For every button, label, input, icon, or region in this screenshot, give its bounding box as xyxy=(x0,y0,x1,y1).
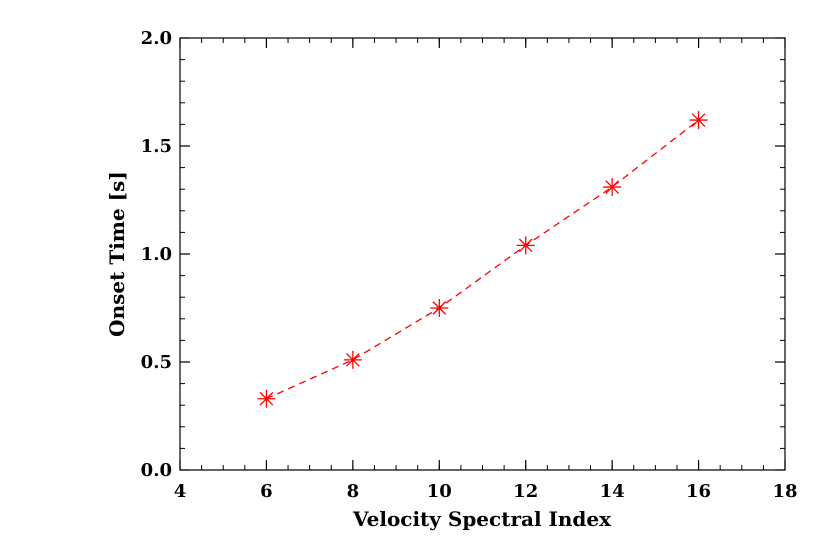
x-tick-label: 12 xyxy=(513,481,538,502)
major-ticks xyxy=(179,37,786,471)
x-tick-label: 8 xyxy=(347,481,360,502)
series-layer xyxy=(257,111,708,408)
x-tick-label: 10 xyxy=(427,481,452,502)
y-tick-label: 0.0 xyxy=(141,460,172,481)
y-axis-title: Onset Time [s] xyxy=(105,171,129,337)
data-point-asterisk xyxy=(430,299,449,317)
data-point-asterisk xyxy=(343,350,362,369)
data-point-asterisk xyxy=(257,389,276,408)
x-tick-labels: 4 6 8 10 12 14 16 18 xyxy=(174,481,798,502)
y-tick-label: 2.0 xyxy=(141,28,172,49)
minor-ticks xyxy=(179,37,786,471)
y-tick-labels: 0.0 0.5 1.0 1.5 2.0 xyxy=(141,28,172,481)
x-tick-label: 6 xyxy=(260,481,273,502)
x-axis-title: Velocity Spectral Index xyxy=(352,507,612,531)
y-tick-label: 0.5 xyxy=(141,352,172,373)
series-line xyxy=(266,119,699,400)
x-tick-label: 14 xyxy=(600,481,625,502)
y-tick-label: 1.0 xyxy=(141,244,172,265)
x-tick-label: 18 xyxy=(772,481,797,502)
data-point-asterisk xyxy=(689,111,708,130)
plot-frame xyxy=(179,37,786,471)
x-tick-label: 16 xyxy=(686,481,711,502)
data-point-asterisk xyxy=(603,178,622,197)
data-point-asterisk xyxy=(516,236,535,255)
x-tick-label: 4 xyxy=(174,481,187,502)
y-tick-label: 1.5 xyxy=(141,136,172,157)
